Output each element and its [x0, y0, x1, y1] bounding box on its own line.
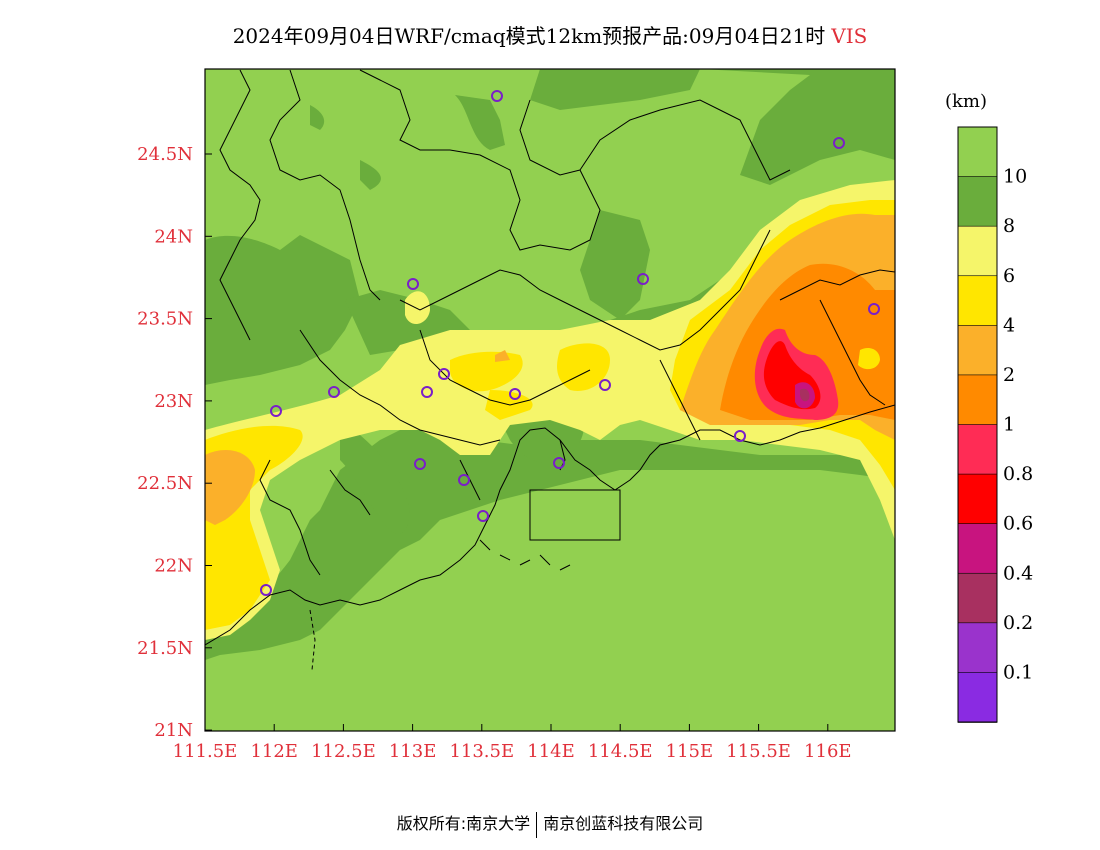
colorbar-label: 0.6 — [1003, 513, 1033, 535]
city-marker — [458, 474, 470, 486]
footer-left: 版权所有:南京大学 — [396, 814, 531, 833]
colorbar-label: 1 — [1003, 414, 1015, 436]
colorbar-band — [957, 176, 998, 227]
colorbar-band — [957, 275, 998, 327]
colorbar: (km) 10 8 6 4 2 1 0.8 0.6 0.4 0.2 0.1 — [945, 91, 1033, 723]
colorbar-band — [957, 126, 998, 178]
lon-tick-label: 111.5E — [173, 741, 238, 762]
latitude-axis: 24.5N 24N 23.5N 23N 22.5N 22N 21.5N 21N — [137, 144, 212, 741]
city-marker — [270, 405, 282, 417]
colorbar-label: 0.1 — [1003, 661, 1033, 683]
lat-tick-label: 21.5N — [137, 638, 193, 659]
colorbar-label: 0.4 — [1003, 562, 1033, 584]
colorbar-band — [957, 325, 998, 376]
colorbar-band — [957, 424, 998, 475]
longitude-axis: 111.5E 112E 112.5E 113E 113.5E 114E 114.5E 115E… — [173, 724, 852, 762]
colorbar-band — [957, 374, 998, 426]
colorbar-label: 6 — [1003, 265, 1015, 287]
city-marker — [868, 303, 880, 315]
city-marker — [477, 510, 489, 522]
lon-tick-label: 112E — [250, 741, 298, 762]
lon-tick-label: 113.5E — [449, 741, 514, 762]
city-marker — [833, 137, 845, 149]
lon-tick-label: 112.5E — [311, 741, 376, 762]
colorbar-label: 0.2 — [1003, 612, 1033, 634]
colorbar-unit: (km) — [945, 91, 987, 112]
colorbar-band — [957, 622, 998, 674]
lat-tick-label: 21N — [154, 720, 193, 741]
colorbar-band — [957, 225, 998, 277]
colorbar-label: 4 — [1003, 314, 1015, 336]
city-marker — [421, 386, 433, 398]
city-marker — [637, 273, 649, 285]
colorbar-band — [957, 572, 998, 624]
lon-tick-label: 115E — [666, 741, 714, 762]
plot-frame — [204, 68, 896, 732]
lat-tick-label: 23N — [154, 391, 193, 412]
title-variable: VIS — [831, 24, 868, 48]
map-title: 2024年09月04日WRF/cmaq模式12km预报产品:09月04日21时 V… — [0, 20, 1100, 49]
colorbar-label: 2 — [1003, 364, 1015, 386]
city-marker — [491, 90, 503, 102]
lon-tick-label: 113E — [389, 741, 437, 762]
lon-tick-label: 115.5E — [726, 741, 791, 762]
city-marker — [414, 458, 426, 470]
band-6-8 — [205, 180, 895, 640]
lon-tick-label: 114E — [527, 741, 575, 762]
lat-tick-label: 22N — [154, 556, 193, 577]
footer-separator — [536, 811, 538, 838]
city-marker — [509, 388, 521, 400]
lon-tick-label: 114.5E — [588, 741, 653, 762]
city-marker — [328, 386, 340, 398]
lon-tick-label: 116E — [804, 741, 852, 762]
lat-tick-label: 23.5N — [137, 309, 193, 330]
colorbar-label: 8 — [1003, 215, 1015, 237]
colorbar-band — [957, 523, 998, 575]
colorbar-band — [957, 473, 998, 525]
colorbar-label: 0.8 — [1003, 463, 1033, 485]
lat-tick-label: 24.5N — [137, 144, 193, 165]
colorbar-label: 10 — [1003, 166, 1027, 188]
city-marker — [734, 430, 746, 442]
lat-tick-label: 22.5N — [137, 473, 193, 494]
city-marker — [599, 379, 611, 391]
city-marker — [438, 368, 450, 380]
lat-tick-label: 24N — [154, 226, 193, 247]
city-marker — [407, 278, 419, 290]
city-markers — [260, 90, 880, 596]
colorbar-band — [957, 672, 998, 723]
visibility-field — [205, 69, 895, 731]
city-marker — [553, 457, 565, 469]
footer-right: 南京创蓝科技有限公司 — [543, 814, 704, 833]
city-marker — [260, 584, 272, 596]
copyright-footer: 版权所有:南京大学 南京创蓝科技有限公司 — [0, 810, 1100, 838]
title-main: 2024年09月04日WRF/cmaq模式12km预报产品:09月04日21时 — [232, 24, 826, 48]
